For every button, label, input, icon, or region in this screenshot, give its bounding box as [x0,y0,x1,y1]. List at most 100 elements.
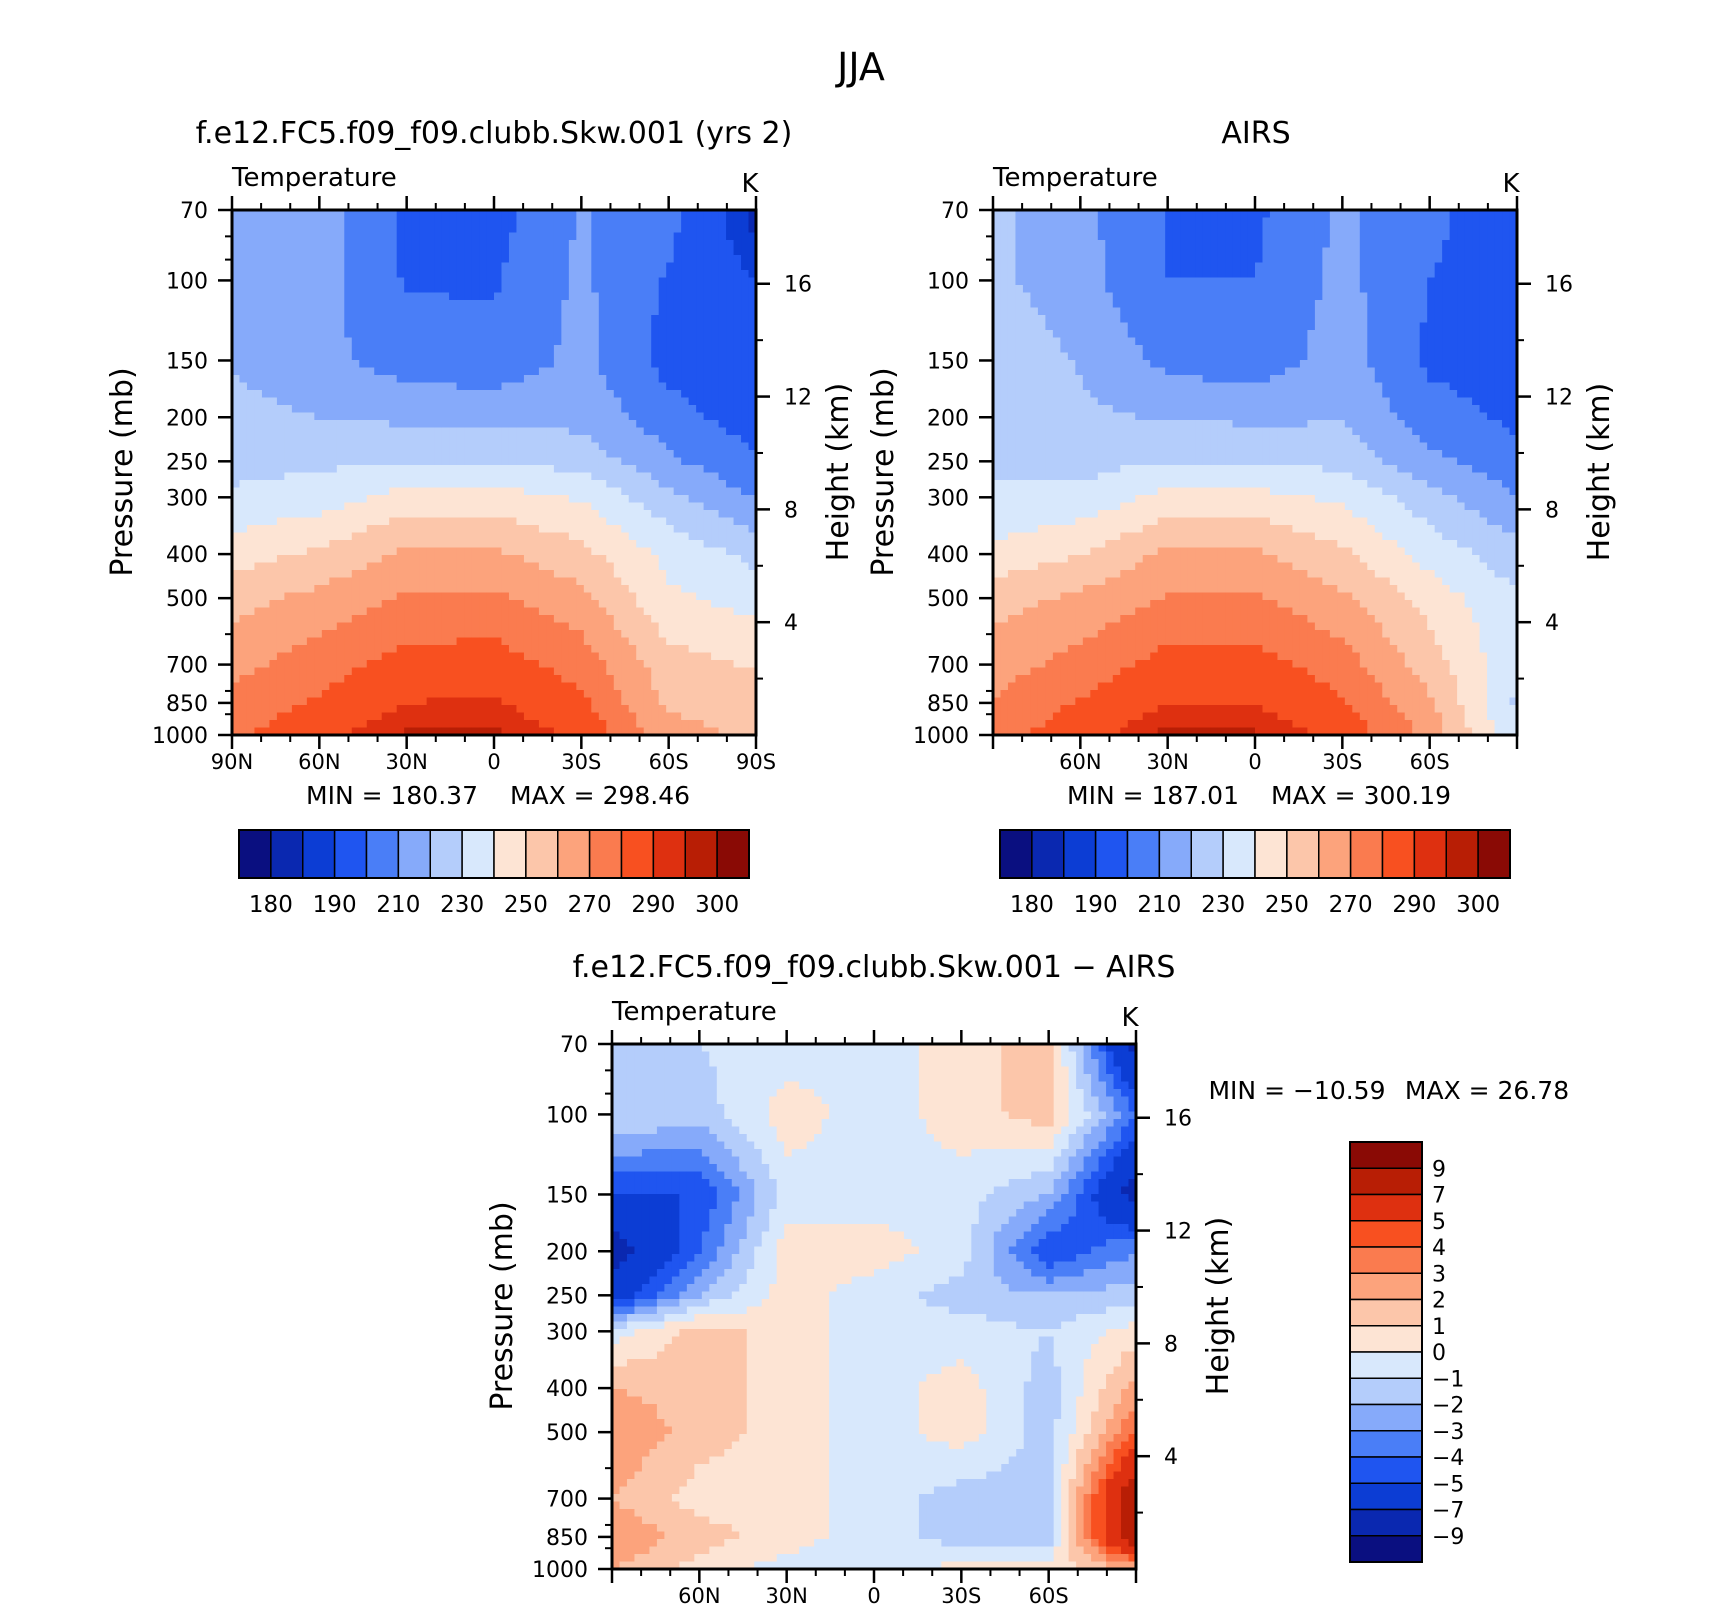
contour-cell [411,712,420,721]
contour-cell [246,255,256,264]
contour-cell [456,510,465,519]
contour-cell [546,337,555,346]
contour-cell [711,637,720,646]
contour-cell [553,592,562,601]
contour-cell [464,412,473,421]
contour-cell [733,352,742,361]
contour-cell [261,292,271,301]
contour-cell [329,577,338,586]
contour-cell [673,697,682,706]
contour-cell [456,412,465,421]
contour-cell [276,420,285,429]
contour-cell [261,607,271,616]
contour-cell [681,420,690,429]
contour-cell [598,240,607,249]
contour-cell [718,337,727,346]
contour-cell [464,502,473,511]
contour-cell [726,277,735,286]
contour-cell [553,390,562,399]
contour-cell [546,322,555,331]
contour-cell [269,682,278,691]
contour-cell [516,667,525,676]
contour-cell [232,457,241,466]
contour-cell [486,360,495,369]
contour-cell [321,292,330,301]
contour-cell [359,615,368,624]
contour-cell [718,367,727,376]
contour-cell [591,727,600,735]
contour-cell [426,727,435,735]
contour-cell [404,240,413,249]
contour-cell [598,652,607,661]
contour-cell [306,367,315,376]
contour-cell [546,255,555,264]
contour-cell [434,367,443,376]
contour-cell [232,277,241,286]
contour-cell [711,517,720,526]
contour-cell [538,315,547,324]
contour-cell [583,375,592,384]
contour-cell [726,495,735,504]
contour-cell [434,637,443,646]
contour-cell [568,517,577,526]
contour-cell [636,435,645,444]
contour-cell [658,487,667,496]
contour-cell [636,705,645,714]
contour-cell [748,435,756,444]
contour-cell [456,622,465,631]
contour-cell [486,472,495,481]
contour-cell [628,360,637,369]
contour-cell [411,337,420,346]
contour-cell [411,450,420,459]
contour-cell [329,345,338,354]
contour-cell [389,517,398,526]
contour-cell [381,240,390,249]
contour-cell [606,630,615,639]
contour-cell [591,502,600,511]
contour-cell [553,285,562,294]
contour-cell [486,592,495,601]
contour-cell [299,727,308,735]
contour-cell [254,615,263,624]
contour-cell [628,435,637,444]
contour-cell [389,615,398,624]
contour-cell [449,675,458,684]
contour-cell [411,637,420,646]
contour-cell [261,225,271,234]
contour-cell [419,615,428,624]
contour-cell [351,382,360,391]
contour-cell [419,495,428,504]
contour-cell [434,667,443,676]
contour-cell [471,555,480,564]
contour-cell [344,420,353,429]
contour-cell [598,247,607,256]
contour-cell [651,442,660,451]
contour-cell [299,570,308,579]
contour-cell [456,405,465,414]
contour-cell [321,405,330,414]
contour-cell [666,652,675,661]
contour-cell [576,637,585,646]
contour-cell [486,330,495,339]
contour-cell [538,480,547,489]
contour-cell [389,292,398,301]
contour-cell [306,667,315,676]
contour-cell [479,525,488,534]
panel-model-units: K [741,169,759,199]
contour-cell [329,352,338,361]
contour-cell [643,360,652,369]
contour-cell [628,277,637,286]
contour-cell [276,637,285,646]
contour-cell [658,352,667,361]
contour-cell [239,600,248,609]
contour-cell [389,667,398,676]
contour-cell [344,330,353,339]
contour-cell [329,390,338,399]
contour-cell [426,255,435,264]
contour-cell [658,277,667,286]
contour-cell [494,270,503,279]
contour-cell [336,517,345,526]
contour-cell [523,345,533,354]
contour-cell [531,435,540,444]
contour-cell [329,322,338,331]
